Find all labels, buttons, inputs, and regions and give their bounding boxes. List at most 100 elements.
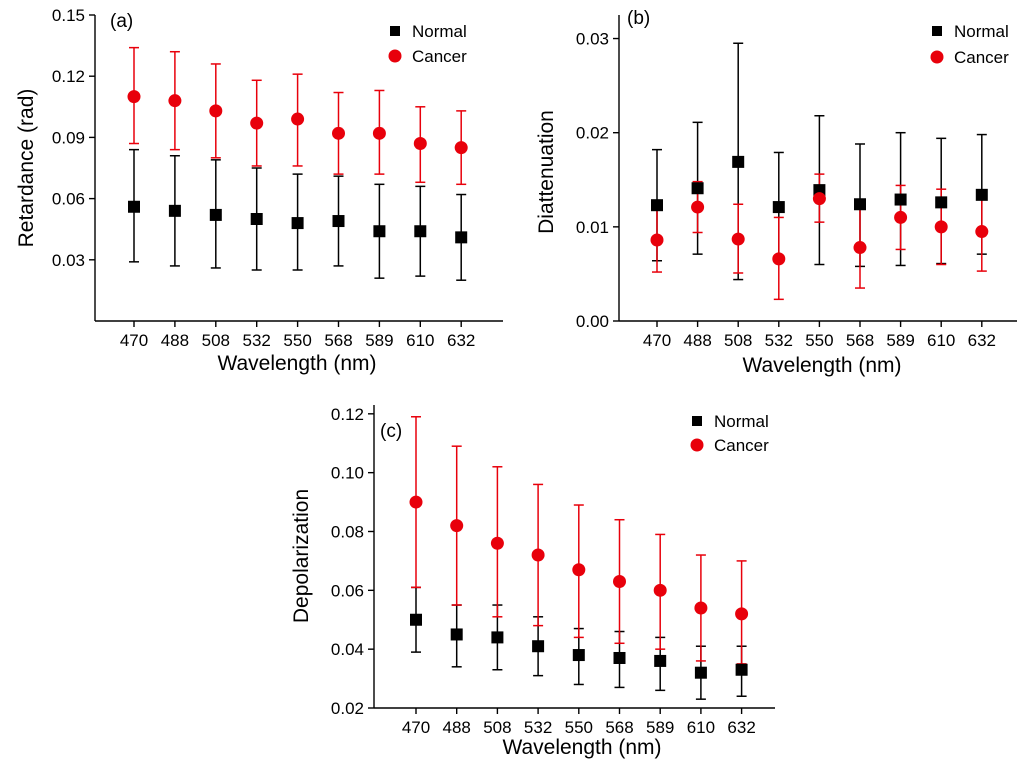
data-point-cancer <box>490 536 504 550</box>
data-point-cancer <box>694 601 708 615</box>
data-point-cancer <box>409 495 423 509</box>
panel-a-retardance-chart: 0.03 0.06 0.09 0.12 0.15 470 488 508 532 550 568 58… <box>15 6 503 375</box>
panel-letter: (b) <box>627 8 650 29</box>
x-tick-label: 589 <box>886 331 914 350</box>
data-point-normal <box>414 225 427 238</box>
data-point-normal <box>455 231 468 244</box>
data-point-normal <box>332 215 345 228</box>
x-tick-label: 470 <box>402 718 430 737</box>
data-point-cancer <box>894 210 908 224</box>
x-tick-label: 470 <box>643 331 671 350</box>
data-point-normal <box>572 649 585 662</box>
data-point-cancer <box>209 104 223 118</box>
legend-marker-cancer <box>690 438 704 452</box>
x-tick-label: 568 <box>324 331 352 350</box>
y-tick-label: 0.12 <box>52 67 85 86</box>
legend-label-normal: Normal <box>412 22 467 41</box>
data-point-cancer <box>250 116 264 130</box>
data-point-normal <box>735 663 748 676</box>
x-tick-label: 632 <box>447 331 475 350</box>
data-point-cancer <box>291 112 305 126</box>
data-point-normal <box>935 196 948 209</box>
x-tick-label: 610 <box>927 331 955 350</box>
panel-c-depolarization-chart: 0.02 0.04 0.06 0.08 0.10 0.12 470 488 508 532 550 5… <box>290 405 775 759</box>
legend-marker-normal <box>692 416 702 426</box>
y-tick-label: 0.02 <box>576 124 609 143</box>
data-point-cancer <box>772 252 786 266</box>
data-point-cancer <box>731 232 745 246</box>
data-point-normal <box>613 651 626 664</box>
x-tick-label: 508 <box>483 718 511 737</box>
legend-marker-cancer <box>930 50 944 64</box>
x-tick-label: 632 <box>968 331 996 350</box>
data-point-cancer <box>332 126 345 140</box>
x-tick-label: 550 <box>283 331 311 350</box>
data-point-normal <box>694 666 707 679</box>
data-point-normal <box>894 193 907 206</box>
y-tick-label: 0.06 <box>331 581 364 600</box>
legend-marker-normal <box>390 26 400 36</box>
x-tick-label: 488 <box>443 718 471 737</box>
data-point-cancer <box>127 90 141 104</box>
data-point-cancer <box>975 225 989 239</box>
data-point-normal <box>450 628 463 641</box>
x-tick-label: 550 <box>805 331 833 350</box>
data-point-normal <box>250 213 263 225</box>
x-tick-label: 589 <box>646 718 674 737</box>
x-tick-label: 532 <box>524 718 552 737</box>
data-point-normal <box>291 217 304 230</box>
data-point-cancer <box>572 563 586 577</box>
data-point-normal <box>651 199 663 212</box>
legend-label-cancer: Cancer <box>954 48 1009 67</box>
x-axis-title: Wavelength (nm) <box>502 736 661 759</box>
y-tick-label: 0.00 <box>576 312 609 331</box>
data-point-normal <box>128 200 140 213</box>
y-tick-label: 0.03 <box>52 251 85 270</box>
data-point-cancer <box>650 233 664 247</box>
data-point-cancer <box>934 220 948 234</box>
x-tick-label: 610 <box>687 718 715 737</box>
x-tick-label: 488 <box>161 331 189 350</box>
data-point-normal <box>654 654 667 667</box>
data-point-normal <box>772 201 785 214</box>
x-tick-label: 632 <box>727 718 755 737</box>
x-tick-label: 508 <box>202 331 230 350</box>
data-point-cancer <box>735 607 749 621</box>
data-point-cancer <box>168 94 182 108</box>
x-tick-label: 488 <box>683 331 711 350</box>
legend-label-normal: Normal <box>954 22 1009 41</box>
data-point-cancer <box>613 575 626 589</box>
data-point-cancer <box>812 192 826 206</box>
data-point-cancer <box>372 126 386 140</box>
y-tick-label: 0.09 <box>52 128 85 147</box>
legend-label-normal: Normal <box>714 412 769 431</box>
legend-marker-normal <box>932 26 942 36</box>
y-tick-label: 0.02 <box>331 699 364 718</box>
data-point-normal <box>854 198 866 211</box>
x-axis-title: Wavelength (nm) <box>742 354 901 377</box>
data-point-cancer <box>454 141 468 155</box>
x-axis-title: Wavelength (nm) <box>217 352 376 375</box>
data-point-normal <box>209 208 222 221</box>
panel-letter: (a) <box>110 11 133 32</box>
y-axis-title: Retardance (rad) <box>15 89 38 248</box>
data-point-normal <box>732 155 745 168</box>
data-point-cancer <box>531 548 545 562</box>
x-tick-label: 589 <box>365 331 393 350</box>
data-point-cancer <box>853 241 867 255</box>
y-tick-label: 0.03 <box>576 30 609 49</box>
panel-b-diattenuation-chart: 0.00 0.01 0.02 0.03 470 488 508 532 550 568 589 610… <box>535 8 1017 377</box>
x-tick-label: 470 <box>120 331 148 350</box>
data-point-normal <box>975 188 988 201</box>
legend-label-cancer: Cancer <box>412 47 467 66</box>
y-tick-label: 0.08 <box>331 522 364 541</box>
y-tick-label: 0.10 <box>331 464 364 483</box>
y-axis-title: Depolarization <box>290 489 313 623</box>
x-tick-label: 568 <box>846 331 874 350</box>
data-point-normal <box>691 182 704 195</box>
y-tick-label: 0.12 <box>331 405 364 424</box>
x-tick-label: 610 <box>406 331 434 350</box>
x-tick-label: 532 <box>243 331 271 350</box>
x-tick-label: 550 <box>565 718 593 737</box>
